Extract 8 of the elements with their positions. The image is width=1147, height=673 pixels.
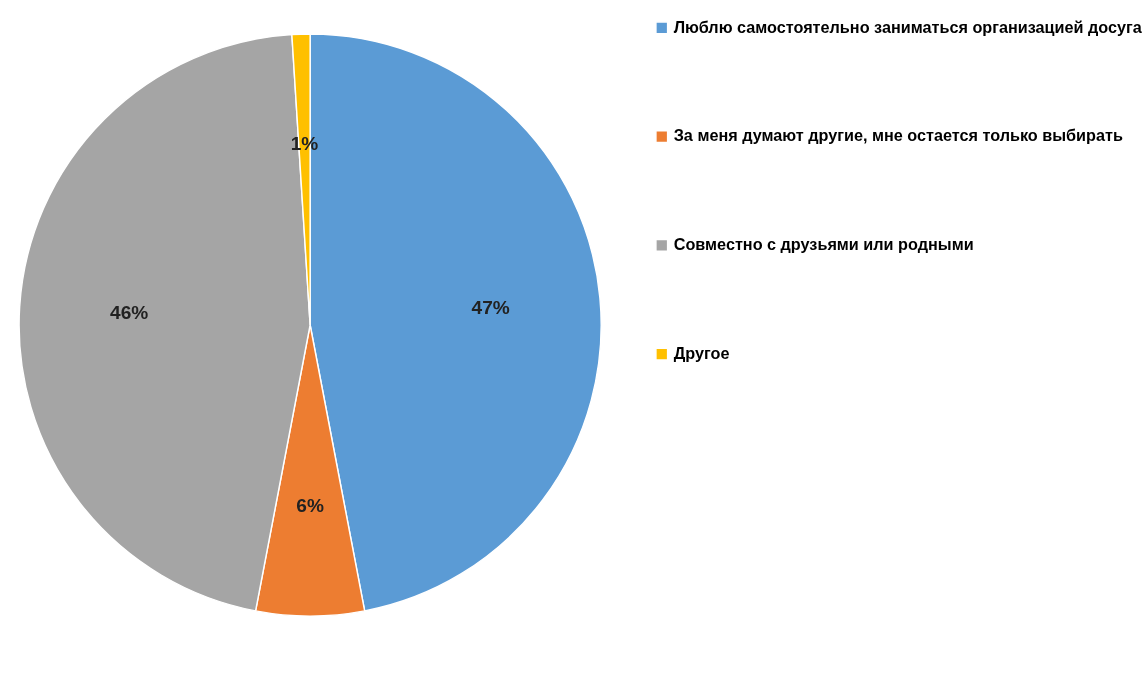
legend-label: За меня думают другие, мне остается только выбирать xyxy=(673,126,1123,145)
data-label: 46% xyxy=(110,302,149,324)
data-label: 6% xyxy=(296,495,324,517)
legend-label: Другое xyxy=(673,343,730,362)
legend-label: Люблю самостоятельно заниматься организацией досуга xyxy=(673,17,1143,36)
data-label: 1% xyxy=(290,132,319,154)
legend-label: Совместно с друзьями или родными xyxy=(673,235,974,254)
data-label: 47% xyxy=(471,296,510,318)
